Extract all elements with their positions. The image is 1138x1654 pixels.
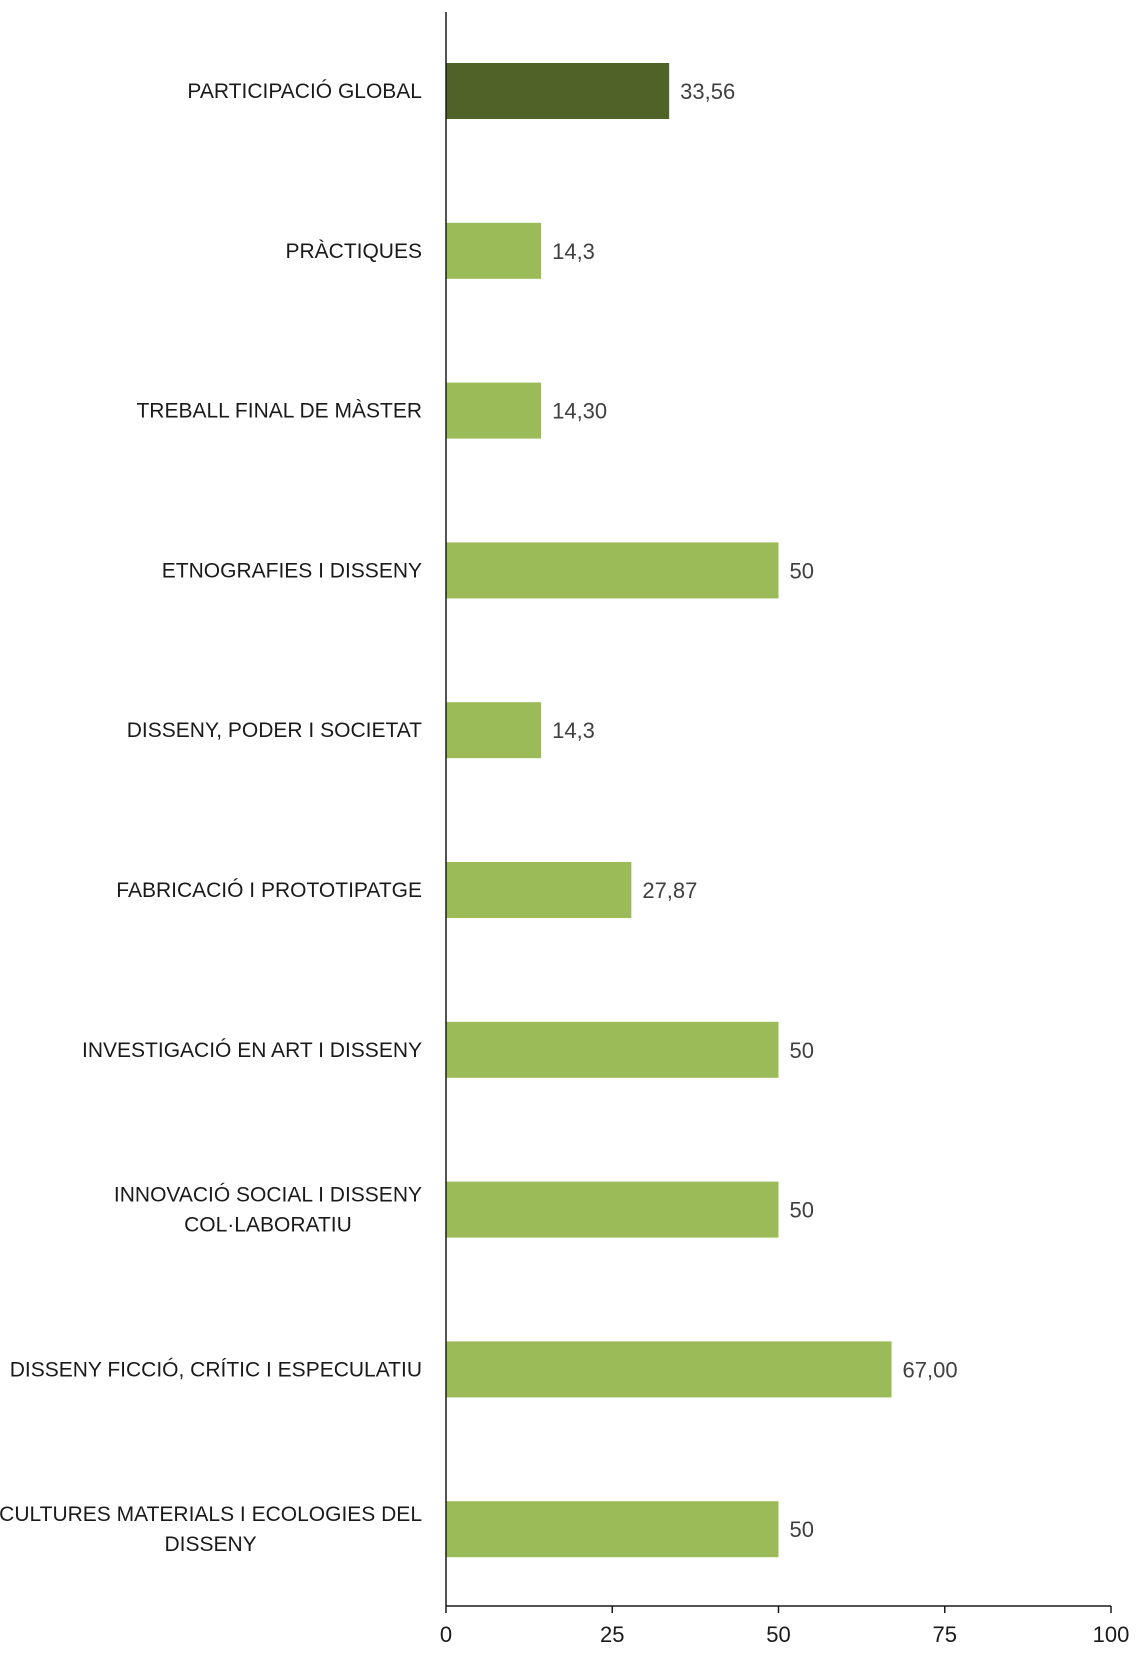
data-label: 50: [790, 1517, 814, 1542]
category-label: CULTURES MATERIALS I ECOLOGIES DEL: [0, 1503, 422, 1526]
bars-group: [446, 63, 892, 1558]
bar: [446, 1181, 779, 1238]
data-label: 27,87: [642, 878, 697, 903]
bar: [446, 542, 779, 599]
data-label: 50: [790, 1038, 814, 1063]
category-label: INVESTIGACIÓ EN ART I DISSENY: [82, 1039, 422, 1062]
data-label: 50: [790, 1198, 814, 1223]
bar: [446, 1021, 779, 1078]
data-label: 67,00: [903, 1357, 958, 1382]
category-label: DISSENY: [164, 1533, 256, 1556]
category-label: PARTICIPACIÓ GLOBAL: [187, 80, 422, 103]
bar: [446, 222, 542, 279]
x-tick-label: 25: [600, 1622, 624, 1647]
category-label: DISSENY, PODER I SOCIETAT: [127, 719, 422, 742]
bar: [446, 702, 542, 759]
bar: [446, 862, 632, 918]
x-tick-label: 100: [1093, 1622, 1130, 1647]
data-label: 50: [790, 558, 814, 583]
bar: [446, 1501, 779, 1558]
category-labels-group: PARTICIPACIÓ GLOBAL PRÀCTIQUES TREBALL FIN…: [0, 80, 422, 1556]
x-tick-label: 0: [440, 1622, 452, 1647]
data-label: 33,56: [680, 79, 735, 104]
x-tick-label: 75: [933, 1622, 957, 1647]
data-label: 14,30: [552, 399, 607, 424]
category-label: COL·LABORATIU: [184, 1214, 352, 1237]
category-label: PRÀCTIQUES: [285, 240, 422, 263]
category-label: INNOVACIÓ SOCIAL I DISSENY: [114, 1184, 422, 1207]
x-ticks-group: 0 25 50 75 100: [440, 1606, 1129, 1647]
bar: [446, 63, 670, 119]
bar: [446, 1341, 892, 1398]
category-label: FABRICACIÓ I PROTOTIPATGE: [116, 879, 422, 902]
data-label: 14,3: [552, 718, 595, 743]
x-tick-label: 50: [766, 1622, 790, 1647]
bar: [446, 382, 542, 439]
value-labels-group: 33,56 14,3 14,30 50 14,3 27,87 50 50 67,00 50: [552, 79, 958, 1542]
data-label: 14,3: [552, 239, 595, 264]
category-label: ETNOGRAFIES I DISSENY: [162, 559, 422, 582]
category-label: TREBALL FINAL DE MÀSTER: [136, 400, 422, 423]
category-label: DISSENY FICCIÓ, CRÍTIC I ESPECULATIU: [10, 1358, 422, 1381]
